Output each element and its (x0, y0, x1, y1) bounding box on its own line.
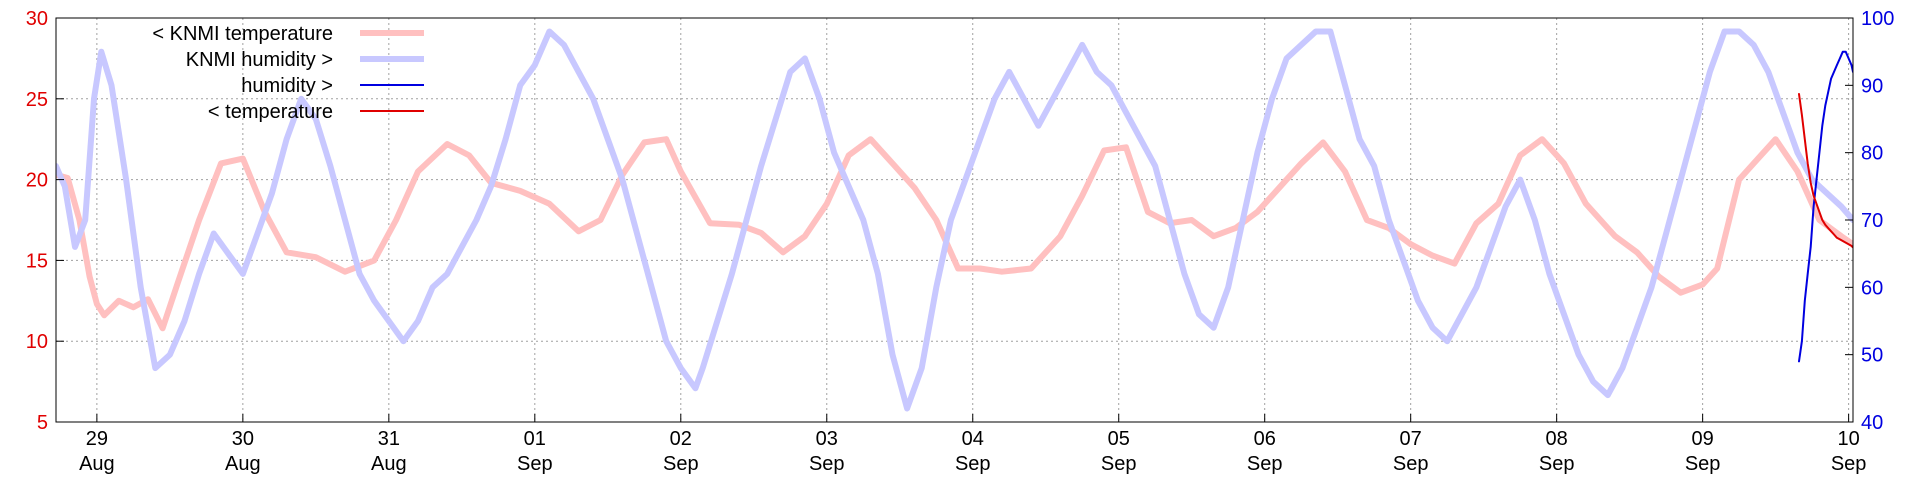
x-tick-label-month: Sep (1831, 453, 1867, 475)
x-tick-label-day: 06 (1254, 428, 1276, 450)
x-tick-label-day: 03 (816, 428, 838, 450)
x-tick-label-month: Sep (1685, 453, 1721, 475)
x-tick-label-month: Aug (371, 453, 407, 475)
right-tick-label: 90 (1861, 75, 1883, 97)
right-tick-label: 50 (1861, 345, 1883, 367)
right-tick-label: 80 (1861, 143, 1883, 165)
x-tick-label-month: Sep (955, 453, 991, 475)
x-tick-label-month: Sep (663, 453, 699, 475)
right-tick-label: 70 (1861, 210, 1883, 232)
x-tick-label-month: Aug (79, 453, 115, 475)
x-tick-label-month: Sep (517, 453, 553, 475)
x-axis: 29 Aug 30 Aug 31 Aug 01 Sep 02 Sep 03 Sep 04 Sep 05 Sep… (79, 414, 1866, 475)
x-tick-label-day: 10 (1837, 428, 1859, 450)
x-tick-label-month: Sep (1247, 453, 1283, 475)
left-tick-label: 30 (26, 8, 48, 30)
series-layer (56, 28, 1853, 412)
x-tick-label-month: Sep (1539, 453, 1575, 475)
x-tick-label-month: Aug (225, 453, 261, 475)
legend-label: < temperature (208, 101, 333, 123)
x-tick-label-day: 01 (524, 428, 546, 450)
left-tick-label: 10 (26, 331, 48, 353)
left-tick-label: 5 (37, 412, 48, 434)
right-y-axis: 40 50 60 70 80 90 100 (1845, 8, 1894, 434)
series-line-2 (1798, 50, 1853, 363)
x-tick-label-month: Sep (1101, 453, 1137, 475)
x-tick-label-day: 02 (670, 428, 692, 450)
x-tick-label-month: Sep (809, 453, 845, 475)
right-tick-label: 100 (1861, 8, 1894, 30)
left-tick-label: 20 (26, 170, 48, 192)
series-line-0 (56, 136, 1853, 332)
series-line-3 (1798, 93, 1853, 249)
left-tick-label: 15 (26, 250, 48, 272)
x-tick-label-day: 08 (1546, 428, 1568, 450)
left-tick-label: 25 (26, 89, 48, 111)
x-tick-label-day: 09 (1692, 428, 1714, 450)
x-tick-label-day: 05 (1108, 428, 1130, 450)
legend-label: < KNMI temperature (152, 23, 333, 45)
legend-label: KNMI humidity > (186, 49, 333, 71)
x-tick-label-day: 31 (378, 428, 400, 450)
left-y-axis: 5 10 15 20 25 30 (26, 8, 64, 434)
x-tick-label-day: 04 (962, 428, 984, 450)
x-tick-label-day: 29 (86, 428, 108, 450)
x-tick-label-month: Sep (1393, 453, 1429, 475)
right-tick-label: 40 (1861, 412, 1883, 434)
legend-label: humidity > (241, 75, 333, 97)
x-tick-label-day: 07 (1400, 428, 1422, 450)
x-tick-label-day: 30 (232, 428, 254, 450)
legend: < KNMI temperature KNMI humidity > humidit… (152, 23, 424, 123)
right-tick-label: 60 (1861, 277, 1883, 299)
series-line-1 (56, 28, 1853, 412)
